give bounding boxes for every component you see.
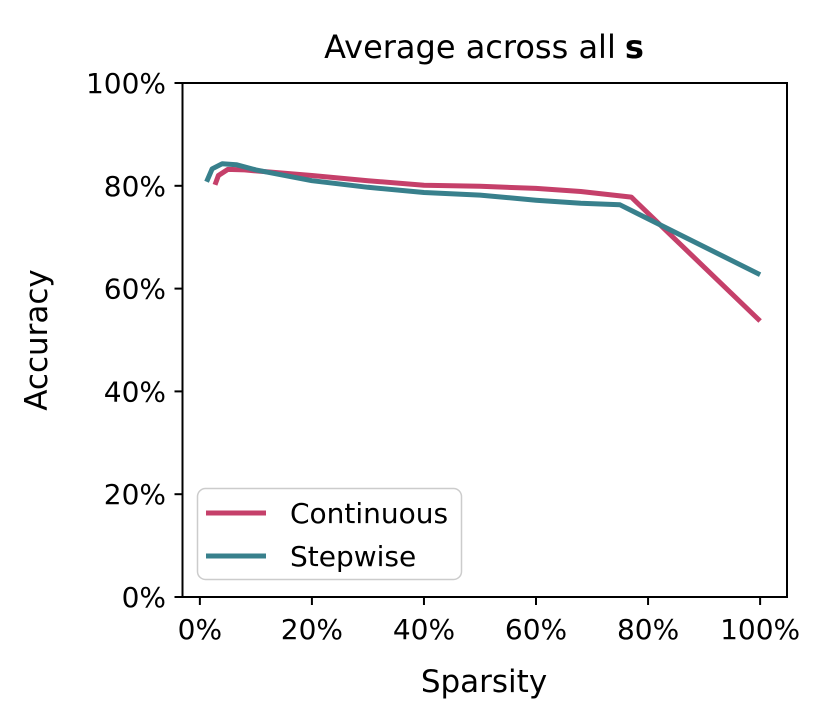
- x-tick-label: 20%: [281, 613, 343, 646]
- x-tick-label: 60%: [505, 613, 567, 646]
- legend-label-stepwise: Stepwise: [290, 540, 416, 573]
- chart-title-prefix: Average across all: [324, 28, 616, 66]
- plot-generated-content: 0% 20% 40% 60% 80% 100% 0% 20% 40% 60% 80% 100%: [86, 67, 800, 646]
- y-tick-label: 60%: [104, 273, 166, 306]
- y-axis-label: Accuracy: [19, 269, 55, 411]
- x-tick-label: 100%: [720, 613, 800, 646]
- x-axis-label: Sparsity: [421, 664, 547, 700]
- y-tick-label: 20%: [104, 478, 166, 511]
- y-tick-label: 0%: [122, 581, 166, 614]
- chart-title-bold: s: [625, 28, 644, 66]
- x-tick-label: 0%: [178, 613, 222, 646]
- y-tick-label: 40%: [104, 375, 166, 408]
- plot-area: [181, 82, 788, 598]
- y-tick-label: 80%: [104, 170, 166, 203]
- series-line-stepwise: [204, 161, 762, 277]
- legend: Continuous Stepwise: [196, 487, 463, 581]
- chart-title: Average across all s: [324, 28, 644, 66]
- x-tick-label: 40%: [393, 613, 455, 646]
- x-tick-label: 80%: [617, 613, 679, 646]
- y-tick-label: 100%: [86, 67, 166, 100]
- legend-label-continuous: Continuous: [290, 497, 448, 530]
- series-line-continuous: [212, 166, 762, 323]
